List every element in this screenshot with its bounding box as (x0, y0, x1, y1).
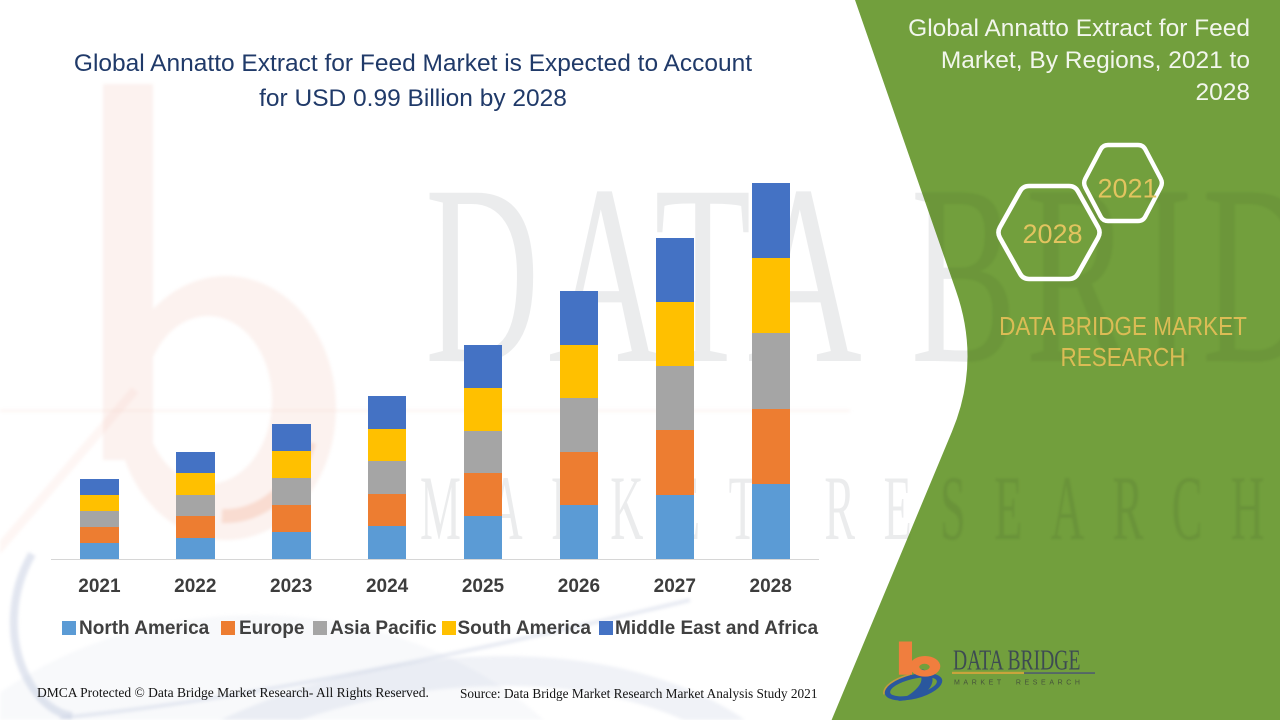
svg-text:DATA BRIDGE: DATA BRIDGE (953, 645, 1080, 676)
svg-text:2021: 2021 (1097, 174, 1157, 204)
svg-text:2028: 2028 (1022, 219, 1082, 249)
svg-text:MARKET RESEARCH: MARKET RESEARCH (954, 680, 1084, 687)
